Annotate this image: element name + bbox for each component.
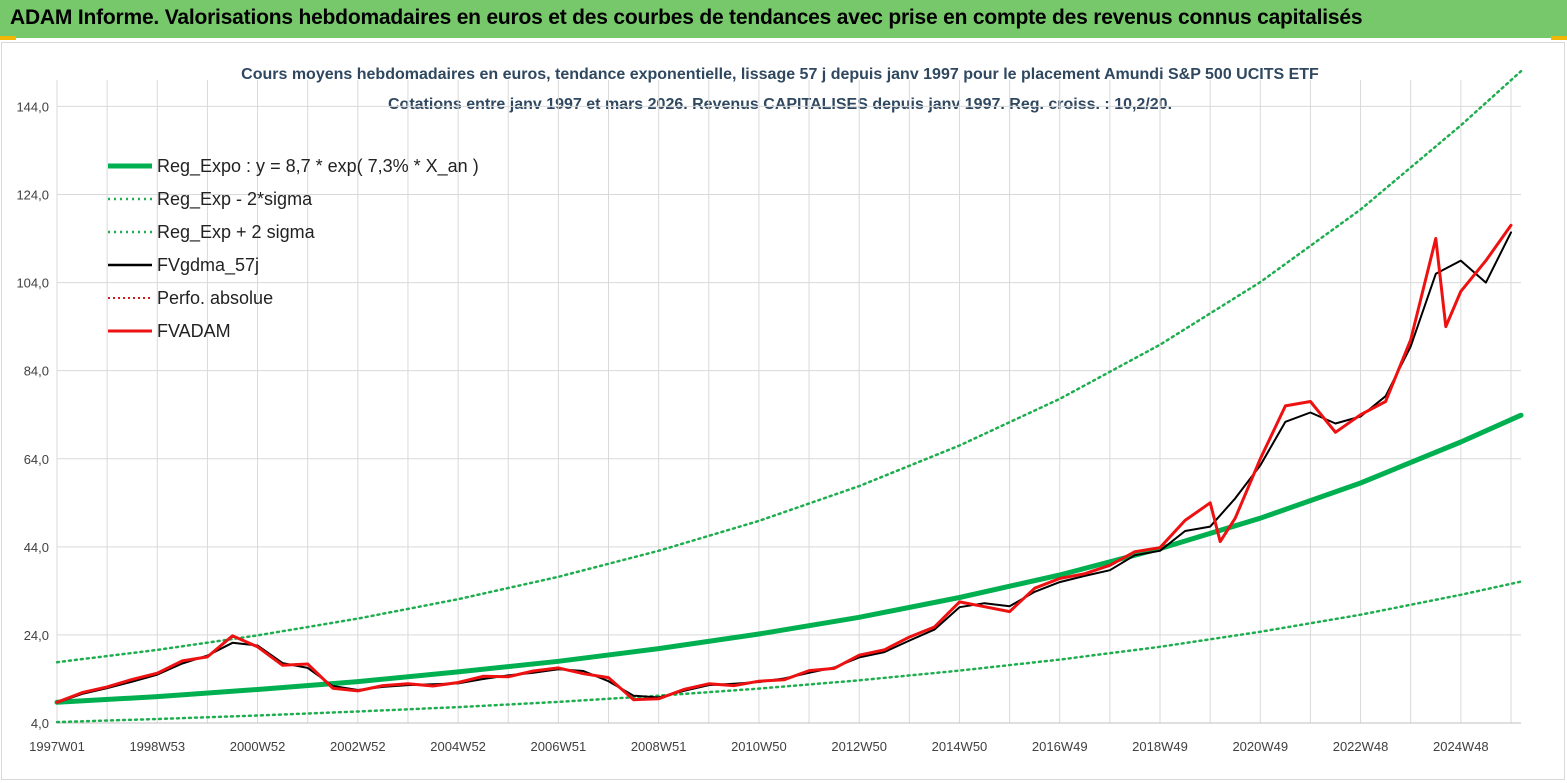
x-tick-label: 2014W50 — [932, 739, 988, 754]
series-reg-expo — [54, 412, 1524, 705]
x-tick-label: 2006W51 — [531, 739, 587, 754]
plot-area — [54, 69, 1524, 724]
x-tick-label: 2002W52 — [330, 739, 386, 754]
x-tick-label: 2008W51 — [631, 739, 687, 754]
chart-subtitle: Cotations entre janv 1997 et mars 2026. … — [388, 96, 1172, 113]
x-tick-label: 1998W53 — [129, 739, 185, 754]
x-tick-label: 2018W49 — [1132, 739, 1188, 754]
x-tick-label: 2022W48 — [1333, 739, 1389, 754]
y-tick-label: 84,0 — [24, 364, 49, 379]
series-fvadam — [55, 223, 1513, 704]
grid — [56, 80, 1521, 724]
legend-label: FVgdma_57j — [157, 255, 259, 276]
y-tick-label: 124,0 — [16, 188, 49, 203]
x-tick-label: 2024W48 — [1433, 739, 1489, 754]
chart-frame — [1, 42, 1565, 780]
title-banner: ADAM Informe. Valorisations hebdomadaire… — [0, 0, 1567, 38]
y-axis: 4,0 24,0 44,0 64,0 84,0 104,0 124,0 144,0 — [16, 99, 49, 731]
x-tick-label: 2016W49 — [1032, 739, 1088, 754]
accent-bar-left — [0, 36, 16, 40]
y-tick-label: 144,0 — [16, 99, 49, 114]
y-tick-label: 44,0 — [24, 540, 49, 555]
x-tick-label: 2020W49 — [1232, 739, 1288, 754]
x-tick-label: 2010W50 — [731, 739, 787, 754]
x-tick-label: 1997W01 — [29, 739, 85, 754]
chart-title: Cours moyens hebdomadaires en euros, ten… — [241, 66, 1319, 83]
x-axis: 1997W01 1998W53 2000W52 2002W52 2004W52 2006W… — [29, 739, 1488, 754]
x-tick-label: 2012W50 — [831, 739, 887, 754]
x-tick-label: 2004W52 — [430, 739, 486, 754]
accent-bar-right — [1551, 36, 1567, 40]
y-tick-label: 24,0 — [24, 628, 49, 643]
x-tick-label: 2000W52 — [230, 739, 286, 754]
series-reg-exp-minus-2sigma — [55, 580, 1523, 724]
legend-label: Reg_Expo : y = 8,7 * exp( 7,3% * X_an ) — [157, 156, 479, 177]
legend-label: Perfo. absolue — [157, 288, 273, 308]
legend-label: Reg_Exp - 2*sigma — [157, 189, 313, 210]
series-reg-exp-plus-2sigma — [55, 69, 1523, 664]
legend-label: FVADAM — [157, 321, 231, 341]
legend-label: Reg_Exp + 2 sigma — [157, 222, 316, 243]
page-title: ADAM Informe. Valorisations hebdomadaire… — [10, 6, 1363, 29]
y-tick-label: 4,0 — [31, 716, 49, 731]
y-tick-label: 64,0 — [24, 452, 49, 467]
legend: Reg_Expo : y = 8,7 * exp( 7,3% * X_an ) R… — [108, 156, 479, 341]
y-tick-label: 104,0 — [16, 276, 49, 291]
